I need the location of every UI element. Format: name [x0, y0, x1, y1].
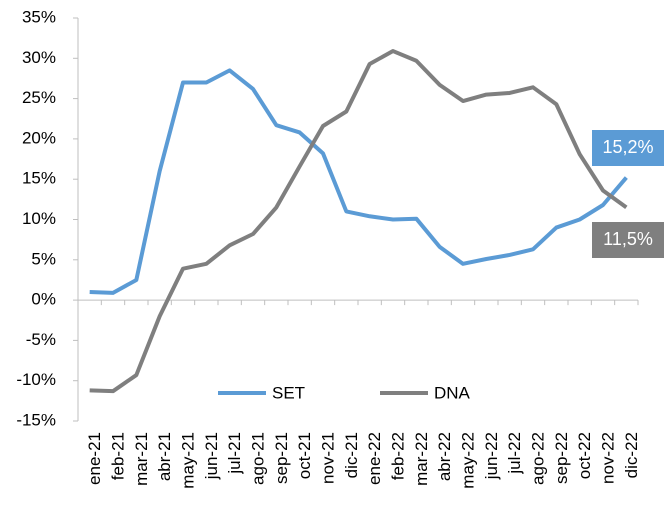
x-tick-label: abr-22	[435, 432, 454, 481]
data-label-box	[592, 130, 664, 166]
y-tick-label: 0%	[31, 290, 56, 309]
x-tick-label: sep-22	[552, 432, 571, 484]
y-tick-label: -5%	[26, 330, 56, 349]
x-tick-label: may-21	[178, 432, 197, 489]
x-tick-label: dic-21	[342, 432, 361, 478]
y-tick-label: 5%	[31, 249, 56, 268]
series-line	[89, 68, 628, 295]
x-tick-label: abr-21	[155, 432, 174, 481]
x-tick-label: jun-21	[202, 432, 221, 480]
data-label-box	[592, 222, 664, 258]
data-label: 15,2%	[602, 137, 653, 157]
legend-label: SET	[272, 383, 305, 402]
x-tick-label: oct-22	[575, 432, 594, 479]
data-label: 11,5%	[603, 229, 653, 249]
legend-label: DNA	[434, 383, 471, 402]
x-tick-label: oct-21	[295, 432, 314, 479]
y-tick-label: 25%	[22, 88, 56, 107]
x-tick-label: ago-21	[248, 432, 267, 485]
y-tick-label: -10%	[16, 370, 56, 389]
x-tick-label: dic-22	[622, 432, 641, 478]
y-tick-label: -15%	[16, 410, 56, 429]
y-tick-label: 20%	[22, 128, 56, 147]
x-tick-label: feb-21	[108, 432, 127, 480]
x-tick-label: mar-22	[412, 432, 431, 486]
y-tick-label: 30%	[22, 48, 56, 67]
x-tick-label: sep-21	[272, 432, 291, 484]
x-tick-label: mar-21	[132, 432, 151, 486]
x-tick-label: jun-22	[482, 432, 501, 480]
x-tick-label: may-22	[458, 432, 477, 489]
x-tick-label: nov-22	[598, 432, 617, 484]
y-tick-label: 35%	[22, 7, 56, 26]
y-tick-label: 10%	[22, 209, 56, 228]
x-tick-label: ago-22	[528, 432, 547, 485]
x-tick-label: jul-21	[225, 432, 244, 475]
x-tick-label: nov-21	[318, 432, 337, 484]
y-tick-label: 15%	[22, 169, 56, 188]
x-tick-label: jul-22	[505, 432, 524, 475]
x-tick-label: feb-22	[388, 432, 407, 480]
x-tick-label: ene-21	[85, 432, 104, 485]
series-line	[89, 49, 628, 394]
x-tick-label: ene-22	[365, 432, 384, 485]
